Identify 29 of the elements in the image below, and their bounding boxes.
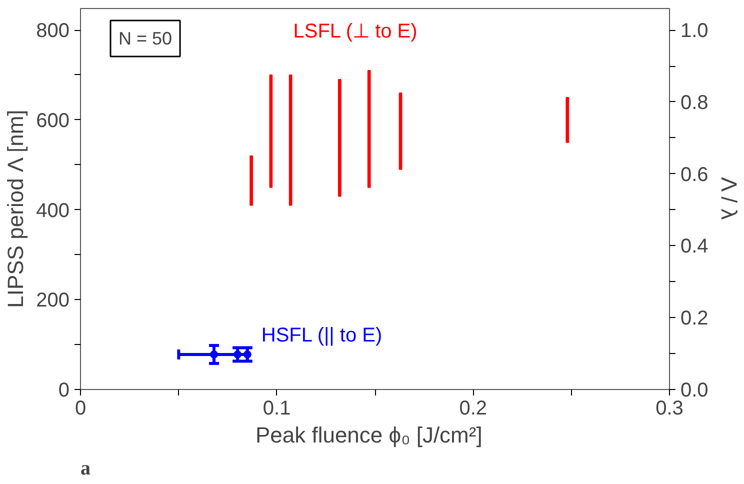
y-tick-label: 400 — [36, 200, 70, 222]
y-tick-label: 800 — [36, 20, 70, 42]
y-axis-title: LIPSS period Λ [nm] — [3, 110, 28, 308]
bar — [338, 78, 342, 197]
y2-axis-title: Λ / λ — [716, 176, 742, 220]
series-label: LSFL (⊥ to E) — [293, 20, 418, 42]
series-label: HSFL (|| to E) — [261, 324, 382, 346]
bar — [250, 155, 253, 206]
bar — [566, 96, 570, 143]
x-tick-label: 0.1 — [262, 398, 291, 420]
x-axis-title: Peak fluence ϕ₀ [J/cm²] — [255, 422, 482, 448]
y-tick-label: 200 — [36, 290, 70, 312]
bar — [288, 74, 292, 206]
x-tick-label: 0.2 — [459, 398, 488, 420]
bar — [398, 92, 402, 170]
y2-tick-label: 1.0 — [680, 20, 708, 42]
annotation: N = 50 — [118, 28, 172, 48]
y2-tick-label: 0.6 — [680, 164, 708, 186]
bar — [269, 74, 273, 188]
y2-tick-label: 0.8 — [680, 92, 708, 114]
bar — [367, 70, 371, 188]
y2-tick-label: 0.0 — [680, 380, 708, 402]
y-tick-label: 0 — [58, 380, 70, 402]
y2-tick-label: 0.4 — [680, 236, 708, 258]
y2-tick-label: 0.2 — [680, 308, 708, 330]
y-tick-label: 600 — [36, 110, 70, 132]
text: a — [80, 458, 90, 480]
x-tick-label: 0 — [74, 398, 86, 420]
x-tick-label: 0.3 — [656, 398, 684, 420]
